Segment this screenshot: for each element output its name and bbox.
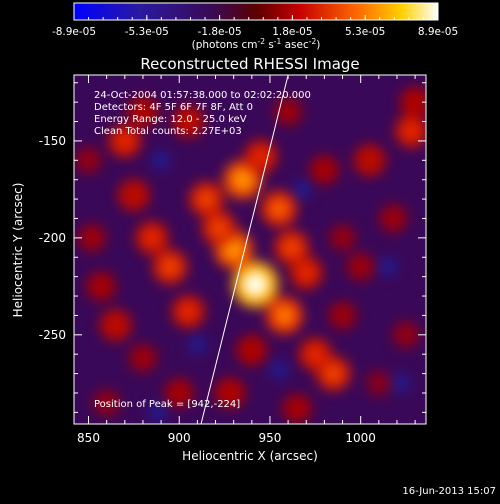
y-tick-label: -150 (39, 134, 66, 148)
intensity-core (232, 168, 254, 191)
y-tick-label: -200 (39, 231, 66, 245)
intensity-core (402, 122, 421, 141)
annotation-clean: Clean Total counts: 2.27E+03 (94, 126, 242, 137)
x-tick-label: 950 (259, 431, 282, 445)
y-axis-ticks: -150 -200 -250 (39, 82, 426, 413)
colorbar-tick-label: 8.9e-05 (418, 26, 458, 38)
intensity-core (179, 302, 198, 321)
trough-blob (377, 256, 398, 277)
intensity-blob (282, 393, 312, 424)
intensity-core (196, 189, 217, 209)
intensity-blob (274, 97, 303, 126)
colorbar-gradient (73, 2, 439, 21)
intensity-core (142, 228, 162, 248)
annotation-detectors: Detectors: 4F 5F 6F 7F 8F, Att 0 (94, 102, 253, 113)
trough-blob (269, 359, 290, 380)
intensity-core (274, 305, 295, 326)
x-axis-ticks: 850 900 950 1000 (77, 75, 416, 445)
intensity-blob (172, 105, 205, 138)
intensity-core (297, 263, 316, 282)
intensity-blob (129, 344, 157, 372)
x-tick-label: 900 (168, 431, 191, 445)
intensity-core (160, 257, 180, 277)
x-tick-label: 1000 (345, 431, 376, 445)
intensity-blob (399, 86, 426, 118)
plot-frame (73, 74, 427, 425)
intensity-blob (99, 309, 132, 342)
intensity-blob (164, 378, 194, 408)
solar-limb-line (200, 75, 289, 424)
trough-blob (390, 373, 411, 394)
y-axis-label: Heliocentric Y (arcsec) (11, 183, 25, 318)
colorbar-unit-label: (photons cm-2 s-1 asec-2) (192, 37, 321, 51)
intensity-blob (86, 271, 116, 301)
trough-blob (187, 334, 208, 355)
x-tick-label: 850 (77, 431, 100, 445)
image-area (74, 75, 426, 424)
colorbar-tick-labels: -8.9e-05 -5.3e-05 -1.8e-05 1.8e-05 5.3e-05 8.… (52, 26, 458, 38)
intensity-blob (236, 335, 268, 366)
intensity-core (282, 237, 302, 258)
intensity-blob (75, 147, 102, 174)
intensity-blob (93, 389, 120, 416)
intensity-blob (346, 253, 375, 281)
trough-blob (292, 179, 313, 200)
intensity-core (306, 345, 325, 364)
intensity-blob (329, 224, 356, 252)
intensity-blob (328, 301, 357, 330)
colorbar-tick-label: -1.8e-05 (198, 26, 242, 38)
annotation-energy: Energy Range: 12.0 - 25.0 keV (94, 114, 247, 125)
intensity-blob (117, 179, 150, 212)
intensity-blob (78, 223, 107, 252)
intensity-blob (392, 321, 420, 349)
intensity-core (209, 218, 229, 238)
intensity-core (251, 147, 271, 166)
intensity-core (115, 131, 134, 151)
intensity-core (222, 238, 245, 261)
footer-date: 16-Jun-2013 15:07 (402, 486, 496, 497)
trough-blob (147, 402, 168, 423)
colorbar-ticks (73, 15, 439, 20)
intensity-core (323, 364, 344, 384)
colorbar-tick-label: -5.3e-05 (125, 26, 169, 38)
chart-title: Reconstructed RHESSI Image (140, 55, 359, 73)
intensity-blob (366, 370, 392, 396)
intensity-blob (379, 204, 408, 233)
intensity-blob (309, 155, 339, 185)
x-axis-label: Heliocentric X (arcsec) (182, 449, 318, 463)
colorbar-tick-label: -8.9e-05 (52, 26, 96, 38)
y-tick-label: -250 (39, 328, 66, 342)
peak-core (245, 274, 266, 295)
intensity-blob (214, 377, 246, 409)
trough-blob (151, 150, 172, 171)
intensity-blob (353, 144, 386, 177)
colorbar-tick-label: 1.8e-05 (272, 26, 312, 38)
annotation-time-range: 24-Oct-2004 01:57:38.000 to 02:02:20.000 (94, 90, 311, 101)
intensity-core (269, 198, 289, 219)
annotation-peak-position: Position of Peak = [942,-224] (94, 399, 240, 410)
intensity-blob (127, 96, 159, 128)
colorbar-tick-label: 5.3e-05 (345, 26, 385, 38)
